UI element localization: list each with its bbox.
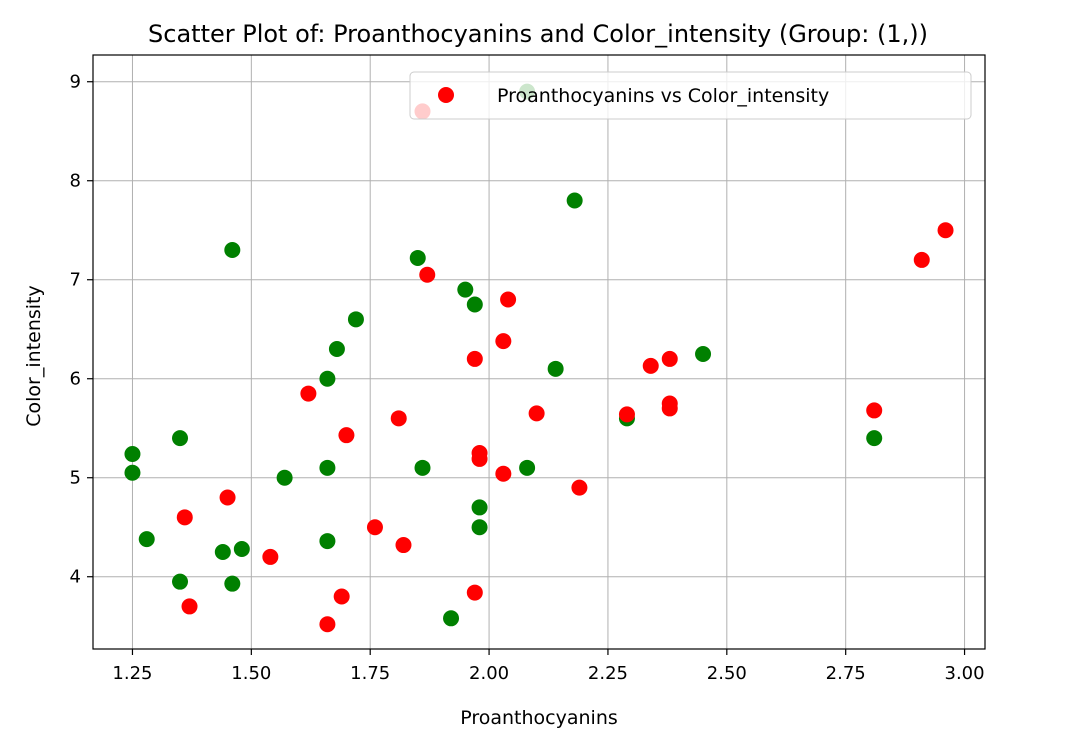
data-points [124, 83, 954, 633]
scatter-point-series-1 [319, 370, 336, 387]
x-tick-label: 2.25 [588, 663, 628, 684]
x-axis-ticks: 1.25 1.50 1.75 2.00 2.25 2.50 2.75 3.00 [112, 649, 985, 684]
y-tick-label: 9 [70, 72, 81, 93]
y-tick-label: 5 [70, 468, 81, 489]
y-tick-label: 4 [70, 567, 81, 588]
scatter-point-series-1 [124, 464, 141, 481]
y-axis-label: Color_intensity [23, 285, 45, 426]
scatter-point-series-2 [528, 405, 545, 422]
scatter-point-series-1 [124, 445, 141, 462]
scatter-point-series-2 [495, 333, 512, 350]
x-tick-label: 3.00 [945, 663, 985, 684]
scatter-point-series-2 [319, 616, 336, 633]
scatter-point-series-2 [466, 584, 483, 601]
scatter-point-series-1 [547, 360, 564, 377]
scatter-point-series-1 [214, 543, 231, 560]
scatter-point-series-2 [366, 519, 383, 536]
scatter-point-series-2 [466, 350, 483, 367]
scatter-point-series-1 [233, 541, 250, 558]
x-tick-label: 2.00 [469, 663, 509, 684]
scatter-point-series-1 [866, 430, 883, 447]
scatter-point-series-1 [443, 610, 460, 627]
scatter-point-series-1 [224, 242, 241, 259]
scatter-point-series-2 [390, 410, 407, 427]
scatter-point-series-1 [319, 459, 336, 476]
scatter-point-series-2 [500, 291, 517, 308]
plot-frame [92, 54, 986, 650]
y-tick-label: 7 [70, 270, 81, 291]
scatter-point-series-1 [328, 341, 345, 358]
scatter-point-series-2 [618, 406, 635, 423]
scatter-point-series-1 [224, 575, 241, 592]
x-axis-label: Proanthocyanins [460, 707, 618, 729]
scatter-point-series-1 [695, 345, 712, 362]
scatter-point-series-1 [276, 469, 293, 486]
scatter-point-series-2 [642, 357, 659, 374]
legend: Proanthocyanins vs Color_intensity [409, 71, 972, 120]
scatter-point-series-1 [138, 531, 155, 548]
scatter-point-series-1 [519, 459, 536, 476]
x-tick-label: 2.50 [707, 663, 747, 684]
scatter-point-series-2 [262, 548, 279, 565]
scatter-point-series-2 [219, 489, 236, 506]
scatter-point-series-1 [409, 249, 426, 266]
x-tick-label: 1.25 [112, 663, 152, 684]
scatter-point-series-1 [566, 192, 583, 209]
scatter-point-series-1 [172, 573, 189, 590]
scatter-point-series-2 [661, 400, 678, 417]
scatter-point-series-2 [333, 588, 350, 605]
scatter-point-series-2 [661, 350, 678, 367]
y-tick-label: 6 [70, 369, 81, 390]
scatter-point-series-1 [466, 296, 483, 313]
scatter-point-series-1 [457, 281, 474, 298]
scatter-point-series-2 [181, 598, 198, 615]
scatter-point-series-1 [414, 459, 431, 476]
y-axis-ticks: 4 5 6 7 8 9 [70, 72, 93, 588]
scatter-point-series-2 [866, 402, 883, 419]
scatter-point-series-2 [471, 450, 488, 467]
scatter-point-series-2 [937, 222, 954, 239]
x-tick-label: 1.50 [231, 663, 271, 684]
scatter-point-series-1 [319, 533, 336, 550]
scatter-point-series-1 [471, 519, 488, 536]
scatter-point-series-1 [347, 311, 364, 328]
plot-area [93, 55, 985, 649]
scatter-point-series-2 [300, 385, 317, 402]
y-tick-label: 8 [70, 171, 81, 192]
legend-box [409, 71, 972, 120]
scatter-point-series-2 [571, 479, 588, 496]
scatter-point-series-2 [495, 465, 512, 482]
chart-title: Scatter Plot of: Proanthocyanins and Col… [148, 20, 928, 48]
scatter-point-series-2 [913, 251, 930, 268]
scatter-point-series-1 [172, 430, 189, 447]
scatter-point-series-2 [395, 537, 412, 554]
legend-label: Proanthocyanins vs Color_intensity [497, 85, 829, 107]
scatter-point-series-2 [176, 509, 193, 526]
scatter-point-series-1 [471, 499, 488, 516]
legend-marker [438, 87, 454, 103]
scatter-point-series-2 [419, 266, 436, 283]
x-tick-label: 2.75 [826, 663, 866, 684]
scatter-point-series-2 [338, 427, 355, 444]
x-tick-label: 1.75 [350, 663, 390, 684]
